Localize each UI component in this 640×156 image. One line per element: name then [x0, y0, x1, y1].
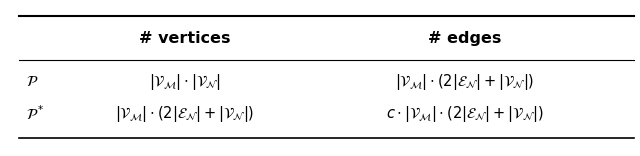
Text: $\mathcal{P}$: $\mathcal{P}$ — [26, 74, 38, 89]
Text: $\mathcal{P}^*$: $\mathcal{P}^*$ — [26, 105, 44, 123]
Text: # vertices: # vertices — [140, 31, 231, 46]
Text: # edges: # edges — [428, 31, 501, 46]
Text: $|\mathcal{V}_{\mathcal{M}}|\cdot\left(2|\mathcal{E}_{\mathcal{N}}|+|\mathcal{V}: $|\mathcal{V}_{\mathcal{M}}|\cdot\left(2… — [115, 104, 255, 124]
Text: $|\mathcal{V}_{\mathcal{M}}|\cdot\left(2|\mathcal{E}_{\mathcal{N}}|+|\mathcal{V}: $|\mathcal{V}_{\mathcal{M}}|\cdot\left(2… — [395, 72, 534, 92]
Text: $c\cdot|\mathcal{V}_{\mathcal{M}}|\cdot\left(2|\mathcal{E}_{\mathcal{N}}|+|\math: $c\cdot|\mathcal{V}_{\mathcal{M}}|\cdot\… — [386, 104, 543, 124]
Text: $|\mathcal{V}_{\mathcal{M}}|\cdot|\mathcal{V}_{\mathcal{N}}|$: $|\mathcal{V}_{\mathcal{M}}|\cdot|\mathc… — [149, 72, 221, 92]
